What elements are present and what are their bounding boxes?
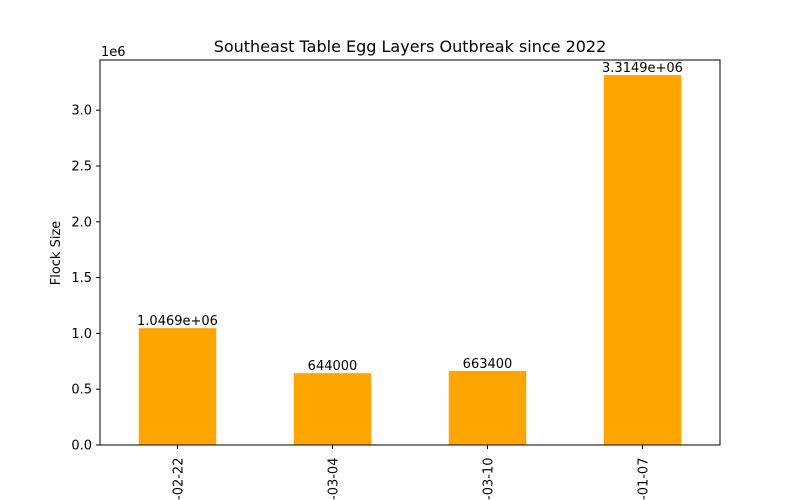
x-tick-label: -02-22 <box>172 458 187 500</box>
bar-data-label: 1.0469e+06 <box>137 314 218 329</box>
y-tick-label: 3.0 <box>71 104 92 119</box>
bar <box>603 75 682 445</box>
y-tick-label: 0.5 <box>71 383 92 398</box>
bar <box>293 373 372 445</box>
y-axis-offset-label: 1e6 <box>101 45 126 60</box>
y-tick-label: 1.5 <box>71 271 92 286</box>
x-tick-label: -01-07 <box>637 458 652 500</box>
y-tick-label: 2.5 <box>71 160 92 175</box>
y-tick-label: 1.0 <box>71 327 92 342</box>
y-tick-label: 2.0 <box>71 215 92 230</box>
y-axis-label: Flock Size <box>49 221 64 286</box>
bar-data-label: 663400 <box>463 357 513 372</box>
chart-title: Southeast Table Egg Layers Outbreak sinc… <box>214 37 607 56</box>
x-tick-label: -03-04 <box>327 458 342 500</box>
y-axis-ticks: 0.0 0.5 1.0 1.5 2.0 2.5 3.0 <box>71 104 100 454</box>
y-tick-label: 0.0 <box>71 439 92 454</box>
bars-group: 1.0469e+06 644000 663400 3.3149e+06 <box>137 61 683 445</box>
bar <box>448 370 527 445</box>
bar-data-label: 3.3149e+06 <box>602 61 683 76</box>
plot-frame <box>99 59 721 446</box>
bar-data-label: 644000 <box>308 359 358 374</box>
x-tick-label: -03-10 <box>482 458 497 500</box>
bar <box>138 328 217 445</box>
x-axis-ticks: -02-22 -03-04 -03-10 -01-07 <box>172 445 652 500</box>
